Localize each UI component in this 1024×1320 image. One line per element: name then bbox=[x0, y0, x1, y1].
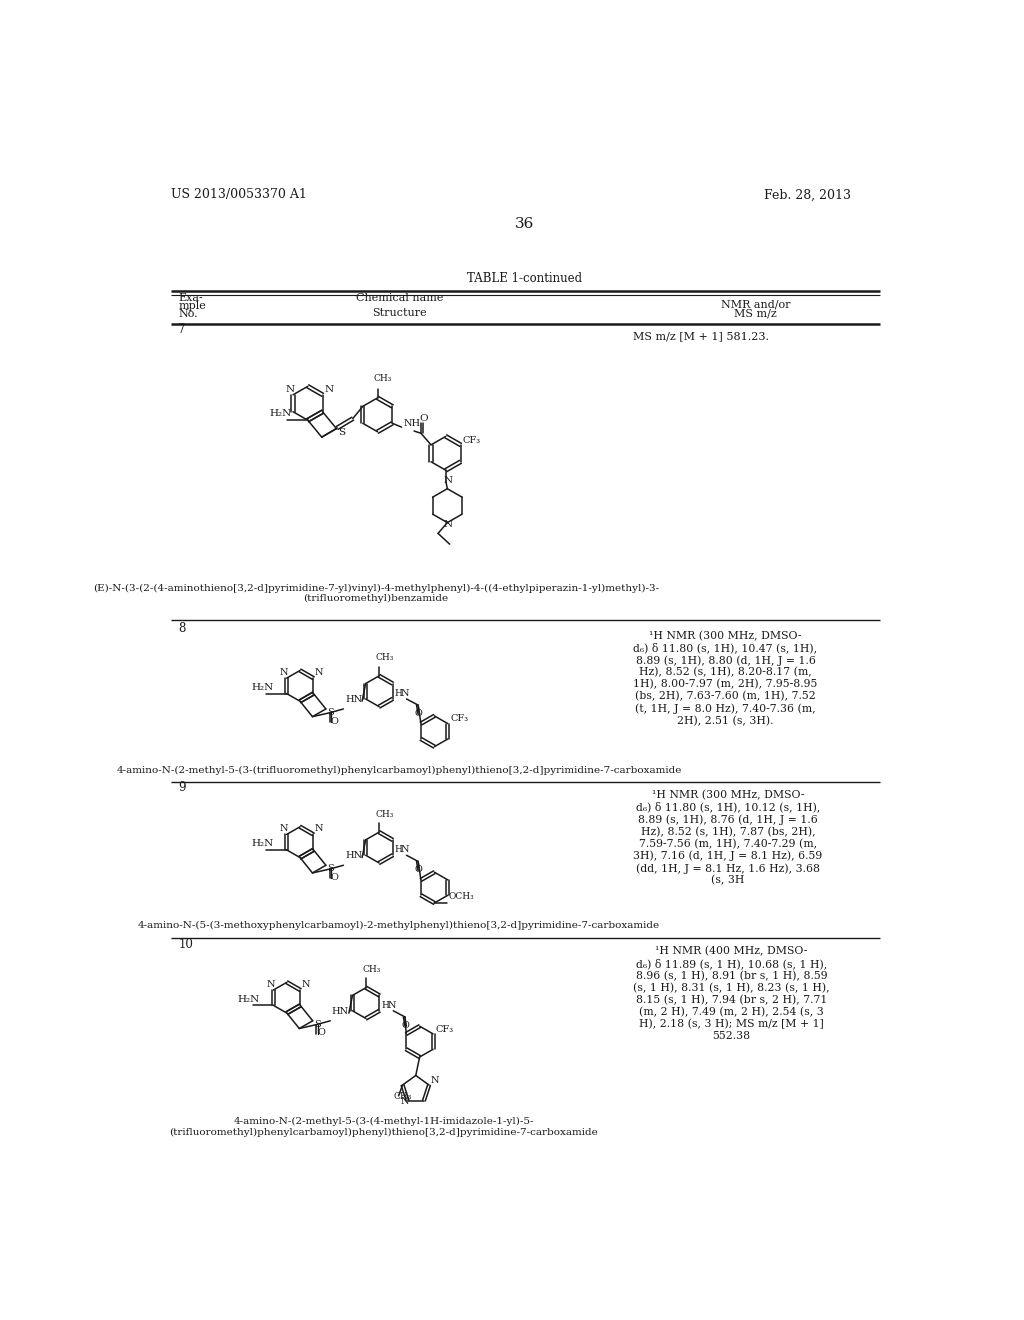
Text: N: N bbox=[388, 1001, 396, 1010]
Text: No.: No. bbox=[178, 309, 198, 319]
Text: ¹H NMR (300 MHz, DMSO-
d₆) δ 11.80 (s, 1H), 10.12 (s, 1H),
8.89 (s, 1H), 8.76 (d: ¹H NMR (300 MHz, DMSO- d₆) δ 11.80 (s, 1… bbox=[633, 789, 822, 886]
Text: H₂N: H₂N bbox=[251, 840, 273, 847]
Text: US 2013/0053370 A1: US 2013/0053370 A1 bbox=[171, 189, 306, 202]
Text: 9: 9 bbox=[178, 781, 186, 795]
Text: N: N bbox=[315, 825, 324, 833]
Text: CH₃: CH₃ bbox=[362, 965, 381, 974]
Text: S: S bbox=[314, 1020, 321, 1030]
Text: N: N bbox=[266, 979, 275, 989]
Text: O: O bbox=[420, 414, 428, 422]
Text: N: N bbox=[430, 1076, 439, 1085]
Text: CH₃: CH₃ bbox=[374, 374, 392, 383]
Text: 4-amino-N-(2-methyl-5-(3-(4-methyl-1H-imidazole-1-yl)-5-
(trifluoromethyl)phenyl: 4-amino-N-(2-methyl-5-(3-(4-methyl-1H-im… bbox=[169, 1117, 598, 1137]
Text: 7: 7 bbox=[178, 323, 186, 337]
Text: H₂N: H₂N bbox=[251, 682, 273, 692]
Text: N: N bbox=[443, 475, 453, 484]
Text: H: H bbox=[395, 845, 402, 854]
Text: O: O bbox=[415, 865, 422, 874]
Text: CH₃: CH₃ bbox=[375, 809, 393, 818]
Text: N: N bbox=[302, 979, 310, 989]
Text: N: N bbox=[443, 520, 453, 529]
Text: 4-amino-N-(2-methyl-5-(3-(trifluoromethyl)phenylcarbamoyl)phenyl)thieno[3,2-d]py: 4-amino-N-(2-methyl-5-(3-(trifluoromethy… bbox=[117, 766, 682, 775]
Text: Feb. 28, 2013: Feb. 28, 2013 bbox=[764, 189, 851, 202]
Text: S: S bbox=[338, 428, 345, 437]
Text: N: N bbox=[401, 689, 410, 698]
Text: O: O bbox=[415, 709, 422, 718]
Text: O: O bbox=[317, 1028, 325, 1038]
Text: CF₃: CF₃ bbox=[451, 714, 468, 723]
Text: 10: 10 bbox=[178, 937, 194, 950]
Text: O: O bbox=[401, 1020, 409, 1030]
Text: Chemical name: Chemical name bbox=[355, 293, 443, 302]
Text: N: N bbox=[315, 668, 324, 677]
Text: TABLE 1-continued: TABLE 1-continued bbox=[467, 272, 583, 285]
Text: N: N bbox=[280, 825, 288, 833]
Text: 8: 8 bbox=[178, 622, 185, 635]
Text: CF₃: CF₃ bbox=[463, 436, 481, 445]
Text: MS m/z [M + 1] 581.23.: MS m/z [M + 1] 581.23. bbox=[633, 331, 769, 342]
Text: O: O bbox=[331, 873, 338, 882]
Text: Structure: Structure bbox=[372, 309, 427, 318]
Text: Exa-: Exa- bbox=[178, 293, 203, 302]
Text: HN: HN bbox=[332, 1007, 349, 1016]
Text: S: S bbox=[328, 865, 334, 874]
Text: 4-amino-N-(5-(3-methoxyphenylcarbamoyl)-2-methylphenyl)thieno[3,2-d]pyrimidine-7: 4-amino-N-(5-(3-methoxyphenylcarbamoyl)-… bbox=[138, 921, 660, 931]
Text: NMR and/or: NMR and/or bbox=[721, 300, 791, 309]
Text: N: N bbox=[280, 668, 288, 677]
Text: H: H bbox=[395, 689, 402, 698]
Text: N: N bbox=[401, 845, 410, 854]
Text: N: N bbox=[325, 384, 333, 393]
Text: H₂N: H₂N bbox=[238, 994, 260, 1003]
Text: (E)-N-(3-(2-(4-aminothieno[3,2-d]pyrimidine-7-yl)vinyl)-4-methylphenyl)-4-((4-et: (E)-N-(3-(2-(4-aminothieno[3,2-d]pyrimid… bbox=[93, 583, 659, 603]
Text: ¹H NMR (300 MHz, DMSO-
d₆) δ 11.80 (s, 1H), 10.47 (s, 1H),
8.89 (s, 1H), 8.80 (d: ¹H NMR (300 MHz, DMSO- d₆) δ 11.80 (s, 1… bbox=[633, 631, 818, 726]
Text: S: S bbox=[328, 708, 334, 717]
Text: MS m/z: MS m/z bbox=[734, 309, 777, 318]
Text: O: O bbox=[331, 717, 338, 726]
Text: H: H bbox=[382, 1001, 389, 1010]
Text: N: N bbox=[400, 1097, 410, 1106]
Text: NH: NH bbox=[403, 418, 420, 428]
Text: ¹H NMR (400 MHz, DMSO-
d₆) δ 11.89 (s, 1 H), 10.68 (s, 1 H),
8.96 (s, 1 H), 8.91: ¹H NMR (400 MHz, DMSO- d₆) δ 11.89 (s, 1… bbox=[633, 946, 829, 1040]
Text: HN: HN bbox=[345, 851, 362, 861]
Text: N: N bbox=[286, 384, 295, 393]
Text: CH₃: CH₃ bbox=[375, 653, 393, 663]
Text: OCH₃: OCH₃ bbox=[449, 892, 474, 902]
Text: HN: HN bbox=[345, 696, 362, 704]
Text: mple: mple bbox=[178, 301, 206, 312]
Text: H₂N: H₂N bbox=[269, 409, 291, 418]
Text: CF₃: CF₃ bbox=[435, 1024, 454, 1034]
Text: 36: 36 bbox=[515, 216, 535, 231]
Text: CH₃: CH₃ bbox=[393, 1092, 412, 1101]
